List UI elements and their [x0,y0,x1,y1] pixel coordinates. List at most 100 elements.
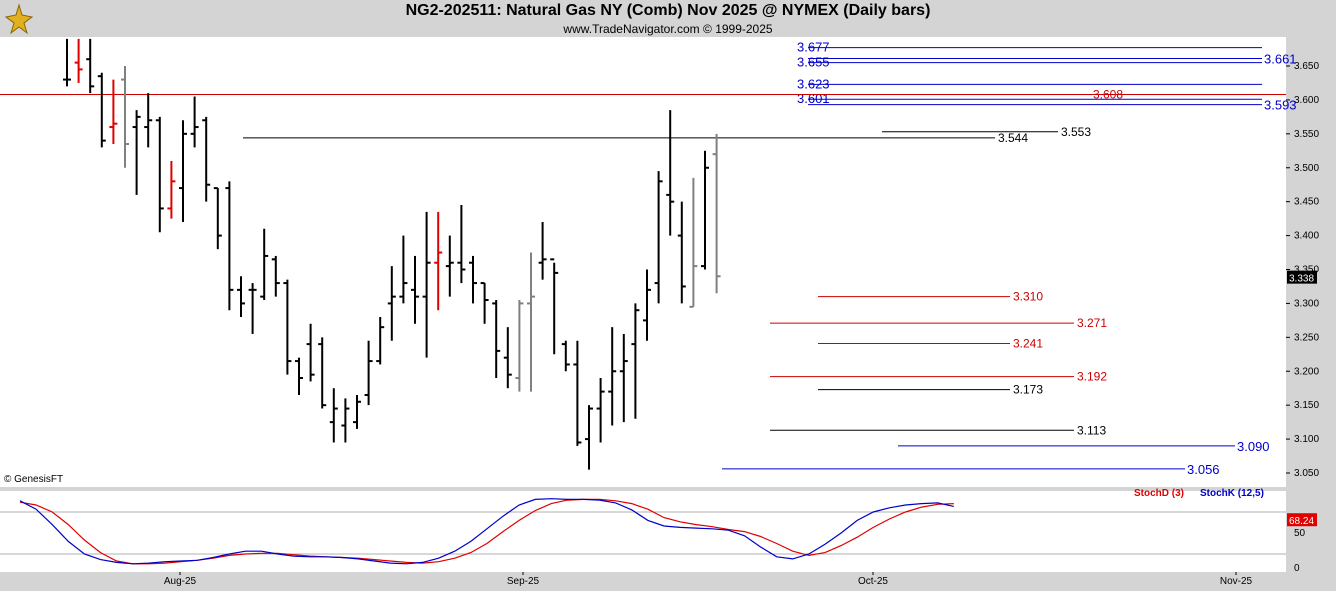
ohlc-bar [561,340,570,372]
ohlc-bar [63,38,71,87]
ohlc-bar [202,116,211,202]
price-tick-label: 3.100 [1294,434,1319,445]
ohlc-bar [527,252,535,392]
ohlc-bar [341,398,350,443]
level-label: 3.113 [1077,423,1106,437]
level-label: 3.544 [998,131,1028,145]
stoch-last-label: 68.24 [1289,516,1314,527]
ohlc-bar [573,340,582,446]
ohlc-bar [585,405,593,470]
ohlc-bar [121,66,129,168]
ohlc-bar [480,282,489,324]
level-label: 3.271 [1077,316,1107,330]
ohlc-bar [213,187,222,250]
legend-stochk: StochK (12,5) [1200,488,1264,499]
ohlc-bar [550,258,559,355]
ohlc-bar [712,133,721,294]
ohlc-bar [109,79,118,145]
ohlc-bar [260,228,269,301]
level-label: 3.553 [1061,125,1091,139]
chart-title: NG2-202511: Natural Gas NY (Comb) Nov 20… [405,2,931,19]
price-axis [1286,37,1336,572]
level-label: 3.601 [797,91,830,106]
ohlc-bar [677,201,686,304]
ohlc-bar [179,120,187,223]
price-tick-label: 3.200 [1294,366,1319,377]
level-label: 3.090 [1237,439,1270,454]
ohlc-bar [283,279,292,375]
time-tick-label: Nov-25 [1220,576,1253,587]
price-tick-label: 3.050 [1294,468,1319,479]
genesis-logo-icon [4,3,34,35]
ohlc-bar [353,394,361,429]
ohlc-bar [387,266,396,341]
ohlc-bar [248,283,257,334]
ohlc-bar [74,38,83,83]
ohlc-bar [445,235,454,297]
ohlc-bar [515,300,524,392]
ohlc-bar [97,72,106,148]
ohlc-bar [503,327,512,389]
ohlc-bar [271,255,280,297]
level-label: 3.056 [1187,462,1220,477]
ohlc-bar [86,38,95,94]
ohlc-bar [329,388,338,443]
ohlc-bar [399,235,408,304]
ohlc-bar [295,357,303,395]
chart-header [0,0,1336,37]
stoch-tick-label: 50 [1294,528,1306,539]
ohlc-bar [643,269,651,341]
ohlc-bar [619,333,628,423]
ohlc-bar [144,93,153,148]
level-label: 3.192 [1077,370,1107,384]
price-tick-label: 3.450 [1294,197,1319,208]
ohlc-bar [155,116,164,233]
ohlc-bar [422,211,431,358]
ohlc-bar [167,160,176,219]
price-tick-label: 3.250 [1294,332,1319,343]
level-label: 3.608 [1093,87,1123,101]
ohlc-bar [689,177,698,308]
price-tick-label: 3.500 [1294,163,1319,174]
level-label: 3.677 [797,40,830,55]
price-tick-label: 3.600 [1294,95,1319,106]
panel-divider[interactable] [0,487,1286,491]
level-label: 3.661 [1264,52,1297,67]
level-label: 3.173 [1013,383,1043,397]
ohlc-bar [190,96,199,148]
price-tick-label: 3.150 [1294,400,1319,411]
time-tick-label: Aug-25 [164,576,197,587]
ohlc-bar [596,378,605,443]
price-tick-label: 3.300 [1294,298,1319,309]
stochd-line [19,498,954,565]
ohlc-bar [457,205,466,284]
level-label: 3.623 [797,76,830,91]
ohlc-bar [237,276,245,317]
copyright-label: © GenesisFT [4,474,64,485]
stoch-tick-label: 0 [1294,563,1300,574]
last-price-box [1287,270,1317,284]
time-tick-label: Sep-25 [507,576,540,587]
ohlc-bar [701,150,709,270]
time-tick-label: Oct-25 [858,576,888,587]
ohlc-bar [225,181,234,311]
stochk-line [19,498,954,565]
ohlc-bar [654,171,663,304]
legend-stochd: StochD (3) [1134,488,1184,499]
stoch-last-box [1287,513,1317,527]
ohlc-bar [608,327,617,426]
ohlc-bar [132,110,141,195]
time-axis [0,572,1336,591]
ohlc-bar [364,340,373,406]
price-tick-label: 3.400 [1294,231,1319,242]
price-tick-label: 3.550 [1294,129,1319,140]
last-price-label: 3.338 [1289,274,1314,285]
level-label: 3.310 [1013,290,1043,304]
level-label: 3.241 [1013,336,1043,350]
price-tick-label: 3.650 [1294,61,1319,72]
level-label: 3.655 [797,55,830,70]
ohlc-bar [411,255,419,324]
ohlc-bar [492,300,501,379]
price-tick-label: 3.350 [1294,265,1319,276]
